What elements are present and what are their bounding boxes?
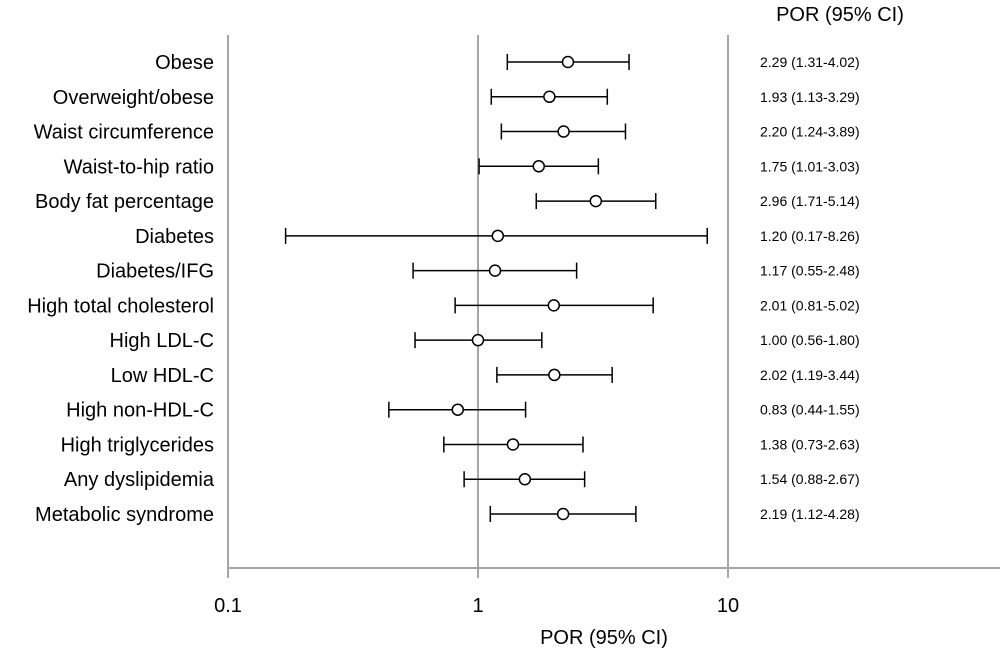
row-value: 1.17 (0.55-2.48) bbox=[760, 263, 860, 279]
row-value: 1.93 (1.13-3.29) bbox=[760, 89, 860, 105]
x-tick-label: 0.1 bbox=[214, 595, 242, 617]
row-label: Diabetes bbox=[135, 226, 214, 248]
point-estimate bbox=[506, 438, 520, 451]
row-value: 1.38 (0.73-2.63) bbox=[760, 436, 860, 452]
point-estimate bbox=[589, 194, 603, 208]
grid-lines bbox=[227, 35, 729, 578]
row-value: 2.01 (0.81-5.02) bbox=[760, 297, 860, 313]
row-label: Obese bbox=[155, 52, 214, 74]
row-label: High non-HDL-C bbox=[66, 400, 214, 422]
point-estimate bbox=[488, 264, 502, 277]
forest-row: High non-HDL-C 0.83 (0.44-1.55) bbox=[66, 400, 859, 422]
row-label: Low HDL-C bbox=[111, 365, 214, 387]
forest-row: Waist-to-hip ratio 1.75 (1.01-3.03) bbox=[64, 156, 860, 178]
row-label: Overweight/obese bbox=[53, 87, 214, 109]
row-value: 2.02 (1.19-3.44) bbox=[760, 367, 860, 383]
row-label: High triglycerides bbox=[61, 434, 214, 456]
forest-row: High total cholesterol 2.01 (0.81-5.02) bbox=[27, 295, 859, 317]
x-axis-title: POR (95% CI) bbox=[540, 627, 668, 649]
point-estimate bbox=[518, 472, 532, 486]
row-label: High LDL-C bbox=[110, 330, 214, 352]
x-tick-label: 1 bbox=[472, 595, 483, 617]
row-label: Body fat percentage bbox=[35, 191, 214, 213]
row-value: 2.20 (1.24-3.89) bbox=[760, 124, 860, 140]
row-label: Waist circumference bbox=[34, 122, 214, 144]
forest-row: Body fat percentage 2.96 (1.71-5.14) bbox=[35, 191, 860, 213]
point-estimate bbox=[548, 368, 561, 382]
row-value: 1.75 (1.01-3.03) bbox=[760, 158, 860, 174]
forest-row: Any dyslipidemia 1.54 (0.88-2.67) bbox=[64, 469, 860, 491]
forest-row: High LDL-C 1.00 (0.56-1.80) bbox=[110, 330, 860, 352]
row-value: 2.96 (1.71-5.14) bbox=[760, 193, 860, 209]
point-estimate bbox=[532, 160, 546, 173]
point-estimate bbox=[556, 507, 570, 521]
forest-row: Diabetes 1.20 (0.17-8.26) bbox=[135, 226, 860, 248]
rows: Obese 2.29 (1.31-4.02) Overweight/obese 1.9… bbox=[27, 52, 859, 526]
point-estimate bbox=[491, 229, 505, 243]
row-label: Waist-to-hip ratio bbox=[64, 156, 214, 178]
row-label: Diabetes/IFG bbox=[96, 261, 214, 283]
column-header: POR (95% CI) bbox=[776, 4, 904, 26]
row-label: Metabolic syndrome bbox=[35, 504, 214, 526]
point-estimate bbox=[451, 403, 465, 416]
row-value: 2.29 (1.31-4.02) bbox=[760, 54, 860, 70]
row-value: 0.83 (0.44-1.55) bbox=[760, 402, 860, 418]
row-value: 2.19 (1.12-4.28) bbox=[760, 506, 860, 522]
x-axis-ticks: 0.1 1 10 bbox=[214, 595, 739, 617]
forest-row: Low HDL-C 2.02 (1.19-3.44) bbox=[111, 365, 860, 387]
point-estimate bbox=[547, 299, 561, 312]
row-value: 1.54 (0.88-2.67) bbox=[760, 471, 860, 487]
forest-row: High triglycerides 1.38 (0.73-2.63) bbox=[61, 434, 860, 456]
row-label: High total cholesterol bbox=[27, 295, 214, 317]
forest-row: Waist circumference 2.20 (1.24-3.89) bbox=[34, 122, 860, 144]
row-label: Any dyslipidemia bbox=[64, 469, 215, 491]
point-estimate bbox=[561, 55, 575, 69]
x-tick-label: 10 bbox=[717, 595, 739, 617]
point-estimate bbox=[557, 125, 570, 138]
forest-row: Obese 2.29 (1.31-4.02) bbox=[155, 52, 860, 74]
forest-row: Metabolic syndrome 2.19 (1.12-4.28) bbox=[35, 504, 860, 526]
forest-row: Overweight/obese 1.93 (1.13-3.29) bbox=[53, 87, 860, 109]
row-value: 1.00 (0.56-1.80) bbox=[760, 332, 860, 348]
point-estimate bbox=[543, 90, 556, 104]
point-estimate bbox=[471, 333, 485, 347]
row-value: 1.20 (0.17-8.26) bbox=[760, 228, 860, 244]
forest-row: Diabetes/IFG 1.17 (0.55-2.48) bbox=[96, 261, 859, 283]
